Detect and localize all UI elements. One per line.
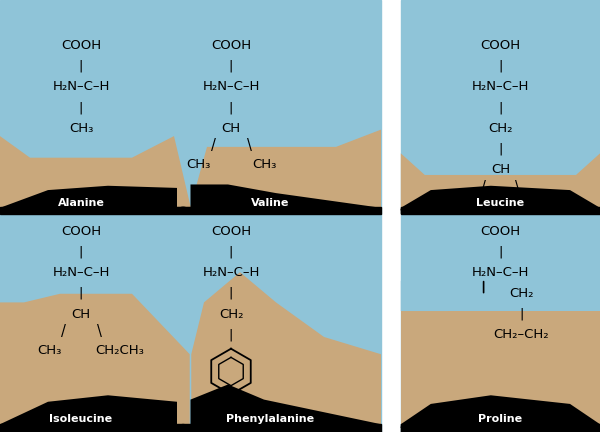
Text: COOH: COOH <box>211 225 251 238</box>
Polygon shape <box>0 184 381 214</box>
Text: |: | <box>229 328 233 341</box>
Polygon shape <box>401 395 600 432</box>
Bar <box>0 207 381 214</box>
Text: H₂N–C–H: H₂N–C–H <box>472 266 529 279</box>
Text: |: | <box>79 60 83 73</box>
Text: CH₃: CH₃ <box>457 200 481 213</box>
Text: Isoleucine: Isoleucine <box>49 414 113 424</box>
Text: H₂N–C–H: H₂N–C–H <box>472 80 529 93</box>
Text: CH₂CH₃: CH₂CH₃ <box>95 344 145 357</box>
Text: |: | <box>79 245 83 258</box>
Text: COOH: COOH <box>61 225 101 238</box>
Polygon shape <box>401 311 600 432</box>
Text: Proline: Proline <box>478 414 523 424</box>
Text: CH₂: CH₂ <box>509 287 533 300</box>
Text: H₂N–C–H: H₂N–C–H <box>202 80 260 93</box>
Text: Phenylalanine: Phenylalanine <box>226 414 314 424</box>
Text: Valine: Valine <box>251 198 289 208</box>
Text: |: | <box>229 101 233 114</box>
Text: /: / <box>61 324 65 339</box>
Text: CH₂: CH₂ <box>219 308 243 321</box>
Bar <box>0 0 381 432</box>
Polygon shape <box>0 136 191 214</box>
Text: H₂N–C–H: H₂N–C–H <box>202 266 260 279</box>
Bar <box>0 424 381 432</box>
Polygon shape <box>401 281 449 311</box>
Text: COOH: COOH <box>211 39 251 52</box>
Bar <box>401 0 600 432</box>
Bar <box>401 207 600 214</box>
Text: |: | <box>498 245 503 258</box>
Text: \: \ <box>97 324 101 339</box>
Text: |: | <box>229 245 233 258</box>
Text: |: | <box>498 143 503 156</box>
Text: |: | <box>79 287 83 300</box>
Text: CH₃: CH₃ <box>520 200 544 213</box>
Text: CH₃: CH₃ <box>38 344 62 357</box>
Text: H₂N–C–H: H₂N–C–H <box>52 80 110 93</box>
Text: CH₂: CH₂ <box>488 122 512 135</box>
Text: CH₃: CH₃ <box>69 122 93 135</box>
Polygon shape <box>401 153 600 214</box>
Text: COOH: COOH <box>481 39 520 52</box>
Text: COOH: COOH <box>481 225 520 238</box>
Text: |: | <box>79 101 83 114</box>
Text: CH₂–CH₂: CH₂–CH₂ <box>494 328 549 341</box>
Text: CH: CH <box>221 122 241 135</box>
Text: |: | <box>229 60 233 73</box>
Polygon shape <box>401 186 600 214</box>
Bar <box>401 424 600 432</box>
Text: COOH: COOH <box>61 39 101 52</box>
Text: Leucine: Leucine <box>476 198 524 208</box>
Text: \: \ <box>515 180 520 195</box>
Text: |: | <box>229 287 233 300</box>
Polygon shape <box>0 384 381 432</box>
Text: /: / <box>481 180 486 195</box>
Text: \: \ <box>247 138 251 153</box>
Text: CH₃: CH₃ <box>252 158 276 171</box>
Text: |: | <box>498 101 503 114</box>
Text: CH: CH <box>491 163 510 176</box>
Polygon shape <box>191 272 381 432</box>
Text: CH₃: CH₃ <box>186 158 210 171</box>
Polygon shape <box>0 294 190 432</box>
Text: |: | <box>519 308 524 321</box>
Polygon shape <box>190 130 381 214</box>
Text: H₂N–C–H: H₂N–C–H <box>52 266 110 279</box>
Text: /: / <box>211 138 215 153</box>
Text: |: | <box>498 60 503 73</box>
Text: Alanine: Alanine <box>58 198 104 208</box>
Text: CH: CH <box>71 308 91 321</box>
